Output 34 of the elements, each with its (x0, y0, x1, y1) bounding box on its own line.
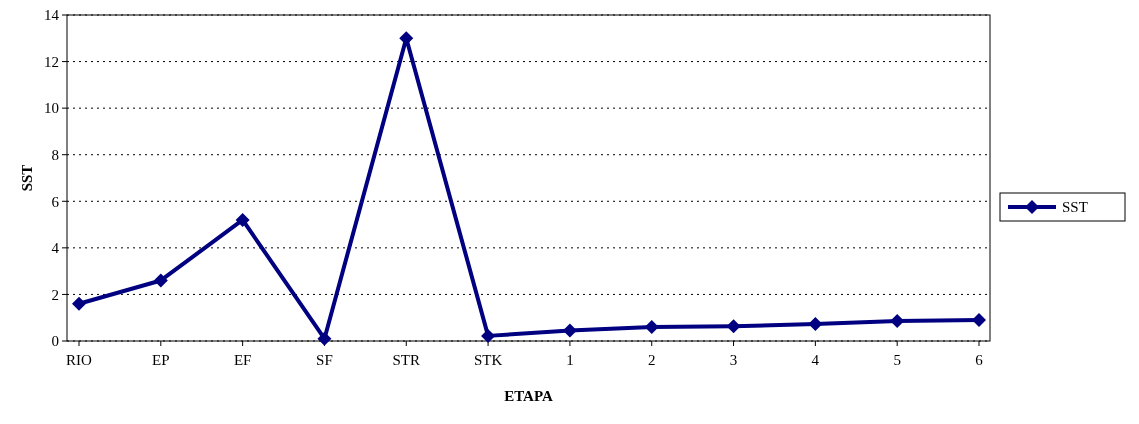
point (235, 212, 250, 227)
y-tick-label: 8 (51, 146, 59, 163)
x-axis-title: ETAPA (504, 388, 553, 404)
x-tick-label: 1 (566, 352, 574, 368)
point (317, 331, 332, 346)
x-tick-label: RIO (66, 352, 93, 368)
point (972, 313, 986, 328)
y-tick-label: 0 (51, 333, 59, 350)
point (72, 296, 86, 311)
x-tick-label: 4 (811, 352, 820, 368)
point (890, 313, 905, 328)
y-tick-label: 12 (44, 53, 59, 70)
x-tick-label: STR (392, 352, 421, 368)
x-tick-label: 2 (647, 352, 656, 368)
y-tick-label: 4 (51, 240, 60, 257)
point (562, 323, 577, 338)
x-tick-label: EP (152, 352, 170, 368)
legend-label: SST (1062, 199, 1088, 216)
y-tick-label: 2 (51, 286, 59, 303)
y-tick-label: 14 (44, 7, 60, 24)
y-tick-label: 6 (51, 193, 60, 210)
point (481, 328, 496, 343)
point (644, 320, 659, 335)
y-axis-title: SST (19, 164, 36, 192)
point (808, 317, 823, 331)
x-tick-label: 5 (893, 352, 901, 368)
y-tick-label: 10 (44, 100, 59, 117)
x-tick-label: SF (316, 352, 333, 368)
point (153, 273, 168, 288)
x-tick-label: 3 (729, 352, 738, 368)
point (726, 319, 741, 334)
x-tick-label: 6 (975, 352, 984, 368)
x-tick-label: EF (233, 352, 252, 368)
x-tick-label: STK (473, 352, 503, 368)
